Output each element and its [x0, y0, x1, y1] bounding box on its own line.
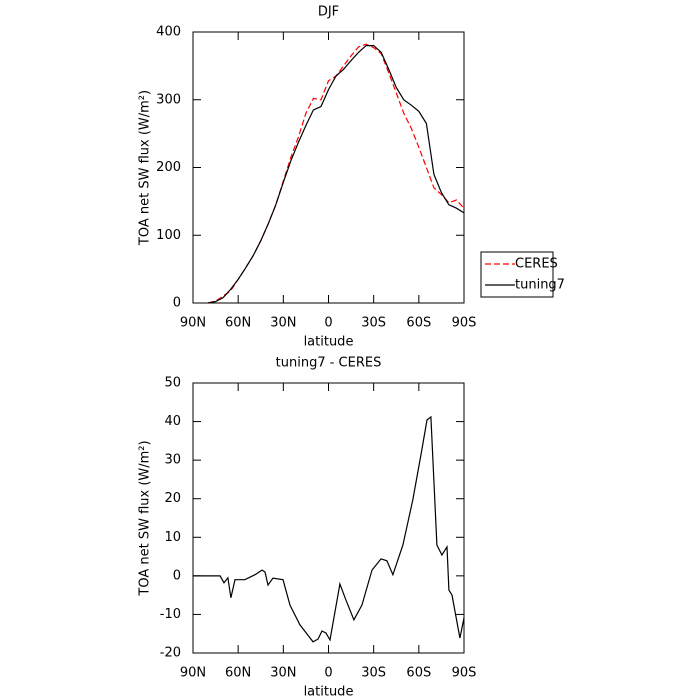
y-tick-label: 0 — [173, 568, 181, 583]
y-tick-label: 20 — [164, 491, 181, 506]
x-tick-label: 30S — [361, 316, 386, 331]
x-tick-label: 30N — [270, 666, 296, 681]
x-tick-label: 60S — [406, 666, 431, 681]
x-tick-label: 90S — [452, 666, 477, 681]
y-tick-label: 40 — [164, 414, 181, 429]
x-tick-label: 90S — [452, 316, 477, 331]
y-tick-label: -20 — [160, 646, 181, 661]
x-tick-label: 0 — [324, 666, 332, 681]
x-tick-label: 0 — [324, 316, 332, 331]
y-tick-label: 50 — [164, 376, 181, 391]
legend-label: tuning7 — [515, 278, 565, 293]
legend-label: CERES — [515, 257, 558, 272]
data-line — [207, 45, 465, 304]
chart-title: tuning7 - CERES — [276, 356, 382, 371]
x-tick-label: 60S — [406, 316, 431, 331]
x-tick-label: 90N — [180, 666, 206, 681]
plot-frame — [192, 31, 465, 304]
legend-box — [480, 251, 554, 298]
y-tick-label: -10 — [160, 607, 181, 622]
x-tick-label: 60N — [225, 666, 251, 681]
y-axis-label: TOA net SW flux (W/m²) — [138, 90, 153, 246]
y-tick-label: 200 — [156, 160, 181, 175]
x-tick-label: 30N — [270, 316, 296, 331]
x-tick-label: 30S — [361, 666, 386, 681]
y-tick-label: 100 — [156, 228, 181, 243]
y-tick-label: 10 — [164, 530, 181, 545]
y-tick-label: 30 — [164, 453, 181, 468]
x-axis-label: latitude — [304, 685, 354, 700]
x-tick-label: 60N — [225, 316, 251, 331]
data-line — [207, 43, 465, 304]
chart-title: DJF — [318, 5, 339, 20]
x-axis-label: latitude — [304, 335, 354, 350]
plot-frame — [192, 382, 465, 654]
data-line — [193, 415, 465, 643]
y-tick-label: 0 — [173, 296, 181, 311]
y-tick-label: 400 — [156, 25, 181, 40]
x-tick-label: 90N — [180, 316, 206, 331]
y-tick-label: 300 — [156, 92, 181, 107]
y-axis-label: TOA net SW flux (W/m²) — [138, 440, 153, 596]
